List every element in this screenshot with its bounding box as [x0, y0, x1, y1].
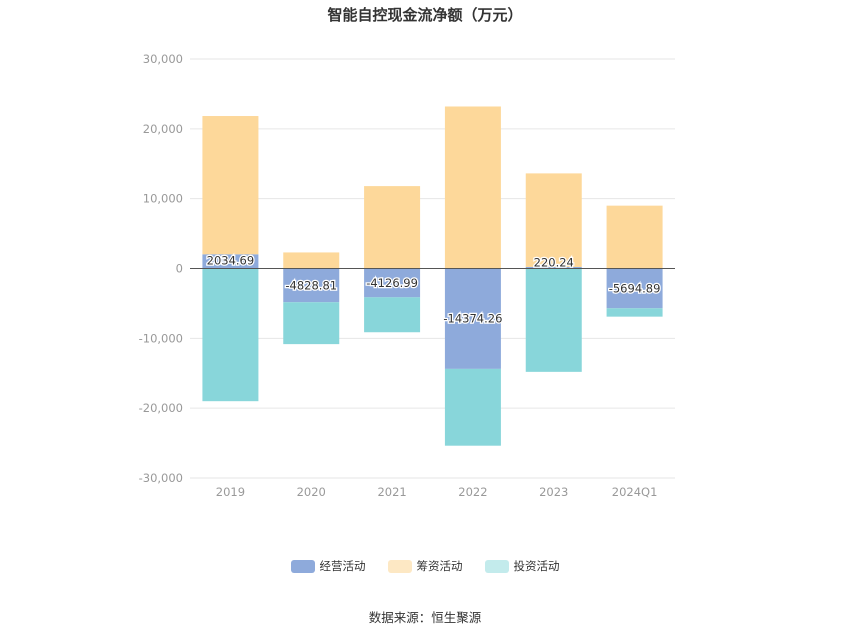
x-axis-ticks: 2019 2020 2021 2022 2023 2024Q1	[216, 485, 658, 499]
data-labels: 2034.69 -4828.81 -4126.99 -14374.26 220.24 -5…	[205, 252, 661, 327]
bar-operating	[444, 268, 501, 369]
bar-financing	[606, 205, 663, 269]
data-label: 2034.69	[207, 253, 255, 267]
bar-investing	[444, 368, 501, 446]
x-tick-label: 2022	[458, 485, 487, 499]
grid-lines	[190, 58, 675, 479]
bar-investing	[283, 302, 340, 345]
bars	[202, 106, 663, 446]
legend-swatch-operating	[290, 559, 315, 573]
legend-label-financing: 筹资活动	[416, 559, 463, 573]
y-tick-label: 20,000	[143, 122, 183, 136]
x-tick-label: 2023	[539, 485, 568, 499]
bar-investing	[202, 268, 259, 402]
y-tick-label: 30,000	[143, 52, 183, 66]
x-tick-label: 2019	[216, 485, 245, 499]
bar-financing	[283, 252, 340, 269]
bar-operating	[202, 254, 259, 269]
y-tick-label: -30,000	[139, 471, 183, 485]
y-axis-ticks: 30,000 20,000 10,000 0 -10,000 -20,000 -30,000	[139, 52, 183, 485]
legend-label-investing: 投资活动	[513, 559, 560, 573]
bar-operating	[364, 268, 421, 298]
y-tick-label: -10,000	[139, 331, 183, 345]
data-label: -4828.81	[285, 278, 337, 292]
bar-operating	[283, 268, 340, 303]
data-label: -4126.99	[366, 276, 418, 290]
legend-swatch-financing	[387, 559, 412, 573]
chart-title: 智能自控现金流净额（万元）	[327, 6, 523, 24]
x-tick-label: 2021	[377, 485, 406, 499]
legend-item-operating[interactable]: 经营活动	[290, 558, 366, 574]
legend-item-investing[interactable]: 投资活动	[484, 558, 560, 574]
bar-financing	[525, 173, 582, 267]
bar-investing	[364, 297, 421, 333]
legend-label-operating: 经营活动	[319, 559, 366, 573]
data-label: -14374.26	[443, 312, 502, 326]
source-note: 数据来源：恒生聚源	[368, 610, 482, 625]
legend-swatch-investing	[484, 559, 509, 573]
y-tick-label: 10,000	[143, 192, 183, 206]
x-tick-label: 2020	[297, 485, 326, 499]
data-label: 220.24	[534, 256, 574, 270]
y-tick-label: -20,000	[139, 401, 183, 415]
legend: 经营活动 筹资活动 投资活动	[0, 558, 850, 574]
legend-item-financing[interactable]: 筹资活动	[387, 558, 463, 574]
y-tick-label: 0	[176, 262, 183, 276]
bar-investing	[525, 268, 582, 372]
data-label: -5694.89	[609, 281, 661, 295]
bar-operating	[525, 266, 582, 269]
bar-financing	[364, 186, 421, 269]
bar-operating	[606, 268, 663, 309]
bar-financing	[202, 116, 259, 255]
bar-financing	[444, 106, 501, 269]
x-tick-label: 2024Q1	[612, 485, 658, 499]
bar-investing	[606, 308, 663, 317]
